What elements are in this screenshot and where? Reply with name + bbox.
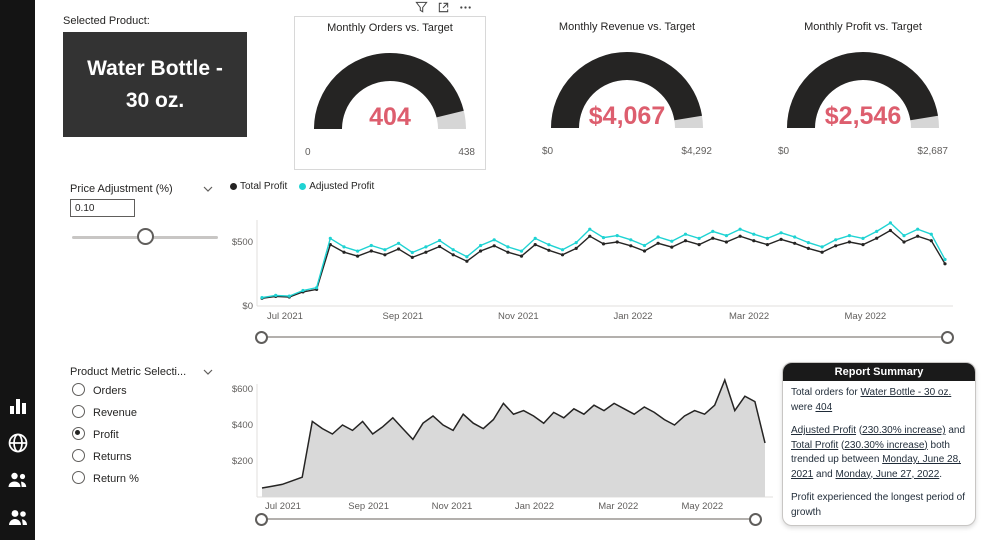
price-adjustment-slider-handle[interactable] [137,228,154,245]
metric-selection-label: Product Metric Selecti... [70,366,187,378]
radio-label: Returns [93,451,132,463]
area-chart-range-handle-right[interactable] [749,513,762,526]
svg-text:$200: $200 [232,456,253,467]
nav-sidebar [0,0,35,540]
gauge-monthly-orders[interactable]: Monthly Orders vs. Target 404 0 438 [294,16,486,170]
popout-icon[interactable] [437,1,450,14]
gauge-arc [314,53,466,130]
svg-text:Jul 2021: Jul 2021 [265,501,301,512]
radio-label: Orders [93,385,127,397]
svg-text:Nov 2021: Nov 2021 [432,501,473,512]
visual-toolbar [415,1,472,14]
gauge-value: $4,067 [588,102,666,130]
legend-dot-icon [230,183,237,190]
gauge-max-label: $4,292 [681,146,712,157]
radio-icon[interactable] [72,405,85,418]
radio-option-orders[interactable]: Orders [72,383,139,397]
radio-icon[interactable] [72,449,85,462]
globe-icon[interactable] [7,432,29,454]
svg-text:Sep 2021: Sep 2021 [348,501,389,512]
gauge-monthly-revenue[interactable]: Monthly Revenue vs. Target $4,067 $0 $4,… [532,16,722,168]
gauge-arc [787,52,939,129]
report-summary-body: Total orders for Water Bottle - 30 oz. w… [783,381,975,525]
metric-options: Orders Revenue Profit Returns Return % [72,383,139,485]
summary-paragraph: Total orders for Water Bottle - 30 oz. w… [791,387,952,413]
svg-text:Jan 2022: Jan 2022 [515,501,554,512]
legend-dot-icon [299,183,307,190]
svg-text:Mar 2022: Mar 2022 [729,311,769,322]
radio-option-profit[interactable]: Profit [72,427,139,441]
gauge-title: Monthly Revenue vs. Target [558,21,696,33]
gauge-value: 404 [369,103,411,131]
legend-item[interactable]: Adjusted Profit [299,181,374,192]
svg-text:Jan 2022: Jan 2022 [614,311,653,322]
radio-option-returns[interactable]: Returns [72,449,139,463]
summary-paragraph: Profit experienced the longest period of… [791,492,965,518]
report-summary-card: Report Summary Total orders for Water Bo… [782,362,976,526]
radio-option-revenue[interactable]: Revenue [72,405,139,419]
profit-line-chart[interactable]: $0 $500 Jul 2021 Sep 2021 Nov 2021 Jan 2022 Ma… [225,190,965,332]
selected-product-card: Water Bottle - 30 oz. [63,32,247,137]
gauge-arc [551,52,703,129]
chevron-down-icon[interactable] [203,369,213,375]
gauge-title: Monthly Orders vs. Target [327,22,453,34]
radio-icon[interactable] [72,427,85,440]
line-chart-range-track[interactable] [262,336,948,338]
bar-chart-icon[interactable] [7,395,29,417]
price-adjustment-label: Price Adjustment (%) [70,183,173,195]
svg-text:$400: $400 [232,420,253,431]
chevron-down-icon[interactable] [203,186,213,192]
svg-text:$0: $0 [242,301,253,312]
selected-product-label: Selected Product: [63,15,150,27]
svg-text:May 2022: May 2022 [845,311,887,322]
line-chart-range-handle-right[interactable] [941,331,954,344]
svg-text:Nov 2021: Nov 2021 [498,311,539,322]
area-chart-range-handle-left[interactable] [255,513,268,526]
report-summary-title: Report Summary [783,363,975,381]
svg-text:May 2022: May 2022 [682,501,724,512]
radio-option-return-[interactable]: Return % [72,471,139,485]
price-adjustment-input[interactable] [70,199,135,217]
area-chart-range-track[interactable] [262,518,756,520]
svg-text:Jul 2021: Jul 2021 [267,311,303,322]
gauge-min-label: $0 [542,146,554,157]
legend-item[interactable]: Total Profit [230,181,287,192]
svg-text:$500: $500 [232,237,253,248]
selected-product-name: Water Bottle - 30 oz. [87,57,223,112]
gauge-max-label: 438 [458,147,475,158]
svg-text:$600: $600 [232,384,253,395]
line-chart-range-handle-left[interactable] [255,331,268,344]
gauge-min-label: $0 [778,146,790,157]
gauge-max-label: $2,687 [917,146,948,157]
gauge-value: $2,546 [824,102,902,130]
gauge-min-label: 0 [305,147,311,158]
filter-icon[interactable] [415,1,428,14]
team-icon[interactable] [7,469,29,491]
gauge-title: Monthly Profit vs. Target [804,21,922,33]
more-options-icon[interactable] [459,1,472,14]
sidebar-icon-group [0,395,35,528]
profit-area-chart[interactable]: $200 $400 $600 Jul 2021 Sep 2021 Nov 2021 Jan … [225,362,785,514]
svg-text:Mar 2022: Mar 2022 [598,501,638,512]
radio-icon[interactable] [72,471,85,484]
summary-paragraph: Adjusted Profit (230.30% increase) and T… [791,425,966,480]
radio-label: Revenue [93,407,138,419]
line-chart-legend: Total Profit Adjusted Profit [230,181,374,192]
gauge-monthly-profit[interactable]: Monthly Profit vs. Target $2,546 $0 $2,6… [768,16,958,168]
radio-label: Profit [93,429,119,441]
svg-text:Sep 2021: Sep 2021 [383,311,424,322]
people-icon[interactable] [7,506,29,528]
radio-icon[interactable] [72,383,85,396]
radio-label: Return % [93,473,139,485]
